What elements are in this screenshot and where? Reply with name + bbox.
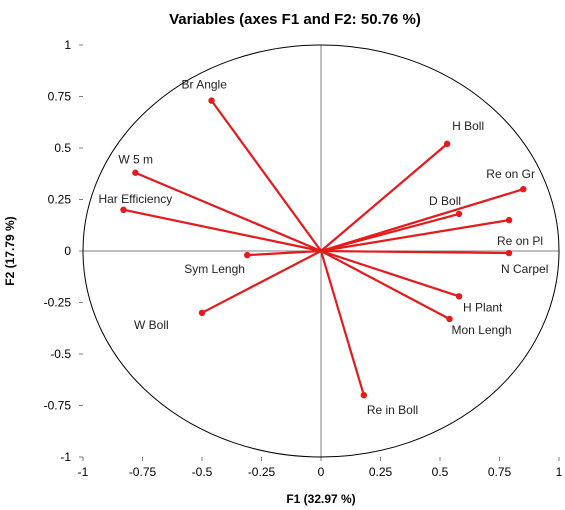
y-tick-label: 0.25: [48, 193, 72, 207]
x-tick-label: 0.25: [369, 465, 393, 479]
variable-label: Re on Pl: [497, 234, 543, 248]
vector-line: [320, 249, 460, 298]
variable-label: Sym Lengh: [184, 262, 245, 276]
variable-label: Re in Boll: [367, 403, 418, 417]
variable-label: H Plant: [463, 300, 503, 314]
variable-label: Re on Gr: [486, 167, 535, 181]
vector-line: [320, 249, 510, 255]
x-axis-title: F1 (32.97 %): [286, 492, 355, 506]
x-tick-label: 1: [556, 465, 563, 479]
vector-point: [132, 169, 139, 176]
vector-line: [134, 171, 322, 253]
vector-line: [320, 188, 524, 253]
x-tick-label: -1: [78, 465, 89, 479]
y-tick-label: -0.25: [44, 296, 72, 310]
vector-point: [443, 140, 451, 148]
y-tick-label: -1: [60, 450, 71, 464]
x-tick-label: 0.5: [432, 465, 449, 479]
vectors-layer: [120, 97, 527, 399]
variable-label: W 5 m: [118, 153, 153, 167]
y-tick-label: 0.75: [48, 90, 72, 104]
unit-circle: [82, 44, 560, 458]
y-tick-label: 1: [64, 38, 71, 52]
vector-point: [505, 216, 513, 224]
vector-line: [320, 143, 448, 252]
y-tick-label: 0.5: [54, 141, 71, 155]
y-tick-label: -0.5: [50, 347, 71, 361]
vector-point: [455, 210, 463, 218]
variable-label: Br Angle: [182, 78, 228, 92]
vector-point: [198, 309, 206, 316]
vector-line: [320, 219, 510, 253]
vector-line: [123, 208, 322, 253]
variable-label: D Boll: [429, 194, 461, 208]
vector-point: [520, 186, 527, 193]
vector-point: [208, 97, 215, 104]
variable-label: W Boll: [134, 318, 169, 332]
vector-line: [210, 99, 322, 252]
vector-point: [455, 293, 463, 300]
y-tick-label: 0: [64, 244, 71, 258]
vector-point: [244, 251, 251, 259]
vector-point: [360, 392, 368, 399]
chart-title: Variables (axes F1 and F2: 50.76 %): [169, 11, 421, 28]
vector-point: [505, 249, 513, 257]
x-tick-label: -0.5: [192, 465, 213, 479]
variable-labels-layer: Br Angle W 5 m Har Efficiency Sym Lengh W Bo…: [98, 78, 548, 418]
y-tick-label: -0.75: [44, 399, 72, 413]
vector-point: [446, 315, 453, 323]
axes-layer: -1 -0.75 -0.5 -0.25 0 0.25 0.5 0.75 1 1 0.75 0.5 0.2…: [44, 38, 563, 479]
x-tick-label: 0: [318, 465, 325, 479]
x-tick-label: 0.75: [488, 465, 512, 479]
x-tick-label: -0.75: [129, 465, 157, 479]
vector-line: [320, 250, 451, 320]
vector-line: [319, 250, 365, 396]
vector-line: [320, 212, 460, 253]
vector-line: [247, 249, 322, 257]
variable-label: Mon Lengh: [452, 323, 512, 337]
variable-label: N Carpel: [501, 262, 548, 276]
unit-circle-layer: [82, 44, 560, 458]
variable-label: Har Efficiency: [98, 192, 172, 206]
x-tick-label: -0.25: [248, 465, 276, 479]
y-axis-title: F2 (17.79 %): [3, 216, 17, 285]
vector-point: [120, 206, 127, 213]
variable-label: H Boll: [452, 119, 484, 133]
vector-line: [201, 250, 322, 314]
